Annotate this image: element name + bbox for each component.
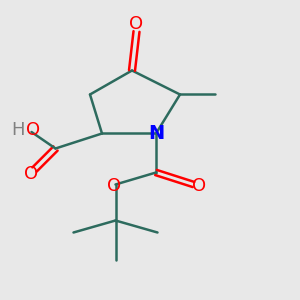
- Text: O: O: [129, 15, 144, 33]
- Text: O: O: [107, 177, 121, 195]
- Text: N: N: [148, 124, 164, 143]
- Text: O: O: [192, 177, 207, 195]
- Text: H: H: [11, 122, 25, 140]
- Text: O: O: [24, 165, 39, 183]
- Text: O: O: [26, 122, 40, 140]
